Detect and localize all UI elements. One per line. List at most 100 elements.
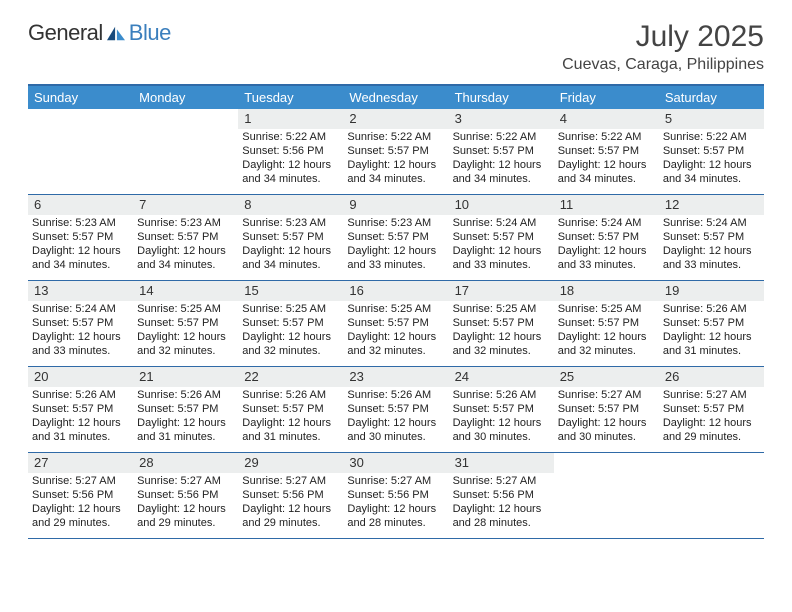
sunrise-line: Sunrise: 5:23 AM <box>242 217 339 231</box>
calendar-cell: 11Sunrise: 5:24 AMSunset: 5:57 PMDayligh… <box>554 195 659 281</box>
sunrise-line: Sunrise: 5:24 AM <box>453 217 550 231</box>
logo: General Blue <box>28 20 171 46</box>
day-number: 30 <box>343 453 448 473</box>
weekday-header: Saturday <box>659 86 764 109</box>
day-info: Sunrise: 5:26 AMSunset: 5:57 PMDaylight:… <box>242 389 339 444</box>
daylight-line: Daylight: 12 hours and 31 minutes. <box>32 417 129 445</box>
calendar-cell: 1Sunrise: 5:22 AMSunset: 5:56 PMDaylight… <box>238 109 343 195</box>
header-right: July 2025 Cuevas, Caraga, Philippines <box>562 20 764 74</box>
sunrise-line: Sunrise: 5:27 AM <box>663 389 760 403</box>
sunset-line: Sunset: 5:57 PM <box>663 145 760 159</box>
calendar-cell: 13Sunrise: 5:24 AMSunset: 5:57 PMDayligh… <box>28 281 133 367</box>
sunrise-line: Sunrise: 5:27 AM <box>347 475 444 489</box>
day-number: 26 <box>659 367 764 387</box>
day-info: Sunrise: 5:26 AMSunset: 5:57 PMDaylight:… <box>32 389 129 444</box>
sunrise-line: Sunrise: 5:26 AM <box>137 389 234 403</box>
sunset-line: Sunset: 5:57 PM <box>663 231 760 245</box>
calendar-cell: 3Sunrise: 5:22 AMSunset: 5:57 PMDaylight… <box>449 109 554 195</box>
logo-word2-wrap: Blue <box>129 20 171 46</box>
sunrise-line: Sunrise: 5:26 AM <box>32 389 129 403</box>
sunset-line: Sunset: 5:57 PM <box>32 231 129 245</box>
daylight-line: Daylight: 12 hours and 32 minutes. <box>558 331 655 359</box>
sunset-line: Sunset: 5:57 PM <box>347 231 444 245</box>
sunset-line: Sunset: 5:57 PM <box>137 403 234 417</box>
daylight-line: Daylight: 12 hours and 31 minutes. <box>137 417 234 445</box>
weekday-header: Wednesday <box>343 86 448 109</box>
day-info: Sunrise: 5:27 AMSunset: 5:56 PMDaylight:… <box>242 475 339 530</box>
day-number: 10 <box>449 195 554 215</box>
sunrise-line: Sunrise: 5:26 AM <box>663 303 760 317</box>
calendar-cell: 9Sunrise: 5:23 AMSunset: 5:57 PMDaylight… <box>343 195 448 281</box>
sunrise-line: Sunrise: 5:27 AM <box>453 475 550 489</box>
calendar-cell: 21 Sunrise: 5:26 AMSunset: 5:57 PMDayligh… <box>133 367 238 453</box>
daylight-line: Daylight: 12 hours and 32 minutes. <box>347 331 444 359</box>
day-number: 21 <box>133 367 238 387</box>
day-info: Sunrise: 5:27 AMSunset: 5:56 PMDaylight:… <box>347 475 444 530</box>
sunrise-line: Sunrise: 5:27 AM <box>558 389 655 403</box>
sunset-line: Sunset: 5:56 PM <box>453 489 550 503</box>
day-number: 22 <box>238 367 343 387</box>
day-number: 17 <box>449 281 554 301</box>
day-number: 31 <box>449 453 554 473</box>
calendar-cell: 31Sunrise: 5:27 AMSunset: 5:56 PMDayligh… <box>449 453 554 539</box>
day-info: Sunrise: 5:27 AMSunset: 5:56 PMDaylight:… <box>453 475 550 530</box>
sunrise-line: Sunrise: 5:25 AM <box>137 303 234 317</box>
sunset-line: Sunset: 5:56 PM <box>242 145 339 159</box>
daylight-line: Daylight: 12 hours and 32 minutes. <box>453 331 550 359</box>
header: General Blue July 2025 Cuevas, Caraga, P… <box>28 20 764 76</box>
sunrise-line: Sunrise: 5:25 AM <box>453 303 550 317</box>
calendar-cell: 22Sunrise: 5:26 AMSunset: 5:57 PMDayligh… <box>238 367 343 453</box>
sunset-line: Sunset: 5:56 PM <box>137 489 234 503</box>
logo-text: General <box>28 20 103 46</box>
calendar-cell-empty <box>28 109 133 195</box>
sunset-line: Sunset: 5:57 PM <box>347 145 444 159</box>
sunrise-line: Sunrise: 5:22 AM <box>558 131 655 145</box>
day-info: Sunrise: 5:24 AMSunset: 5:57 PMDaylight:… <box>663 217 760 272</box>
calendar-cell: 29Sunrise: 5:27 AMSunset: 5:56 PMDayligh… <box>238 453 343 539</box>
weekday-header: Friday <box>554 86 659 109</box>
day-number: 23 <box>343 367 448 387</box>
calendar-cell: 15Sunrise: 5:25 AMSunset: 5:57 PMDayligh… <box>238 281 343 367</box>
daylight-line: Daylight: 12 hours and 30 minutes. <box>558 417 655 445</box>
calendar-cell: 25Sunrise: 5:27 AMSunset: 5:57 PMDayligh… <box>554 367 659 453</box>
sunrise-line: Sunrise: 5:26 AM <box>453 389 550 403</box>
day-info: Sunrise: 5:22 AMSunset: 5:57 PMDaylight:… <box>453 131 550 186</box>
day-number: 4 <box>554 109 659 129</box>
day-number: 15 <box>238 281 343 301</box>
sunrise-line: Sunrise: 5:23 AM <box>347 217 444 231</box>
calendar-cell: 10Sunrise: 5:24 AMSunset: 5:57 PMDayligh… <box>449 195 554 281</box>
daylight-line: Daylight: 12 hours and 29 minutes. <box>663 417 760 445</box>
daylight-line: Daylight: 12 hours and 33 minutes. <box>663 245 760 273</box>
day-number: 19 <box>659 281 764 301</box>
weekday-header: Monday <box>133 86 238 109</box>
day-number: 2 <box>343 109 448 129</box>
sunrise-line: Sunrise: 5:23 AM <box>32 217 129 231</box>
calendar-cell: 4Sunrise: 5:22 AMSunset: 5:57 PMDaylight… <box>554 109 659 195</box>
daylight-line: Daylight: 12 hours and 28 minutes. <box>347 503 444 531</box>
logo-word2: Blue <box>129 20 171 45</box>
sunrise-line: Sunrise: 5:22 AM <box>242 131 339 145</box>
calendar-cell-empty <box>554 453 659 539</box>
calendar-cell: 20Sunrise: 5:26 AMSunset: 5:57 PMDayligh… <box>28 367 133 453</box>
day-number: 1 <box>238 109 343 129</box>
calendar-cell: 12Sunrise: 5:24 AMSunset: 5:57 PMDayligh… <box>659 195 764 281</box>
day-number: 7 <box>133 195 238 215</box>
day-info: Sunrise: 5:22 AMSunset: 5:57 PMDaylight:… <box>347 131 444 186</box>
month-title: July 2025 <box>562 20 764 54</box>
calendar-cell: 17Sunrise: 5:25 AMSunset: 5:57 PMDayligh… <box>449 281 554 367</box>
sunset-line: Sunset: 5:57 PM <box>453 403 550 417</box>
daylight-line: Daylight: 12 hours and 30 minutes. <box>347 417 444 445</box>
calendar-cell: 5Sunrise: 5:22 AMSunset: 5:57 PMDaylight… <box>659 109 764 195</box>
day-number: 25 <box>554 367 659 387</box>
daylight-line: Daylight: 12 hours and 32 minutes. <box>137 331 234 359</box>
day-info: Sunrise: 5:22 AMSunset: 5:57 PMDaylight:… <box>663 131 760 186</box>
calendar-grid: SundayMondayTuesdayWednesdayThursdayFrid… <box>28 84 764 539</box>
sunset-line: Sunset: 5:57 PM <box>32 403 129 417</box>
day-info: Sunrise: 5:26 AMSunset: 5:57 PMDaylight:… <box>663 303 760 358</box>
daylight-line: Daylight: 12 hours and 28 minutes. <box>453 503 550 531</box>
daylight-line: Daylight: 12 hours and 34 minutes. <box>137 245 234 273</box>
sunrise-line: Sunrise: 5:23 AM <box>137 217 234 231</box>
calendar-cell-empty <box>659 453 764 539</box>
sunset-line: Sunset: 5:57 PM <box>242 403 339 417</box>
day-info: Sunrise: 5:25 AMSunset: 5:57 PMDaylight:… <box>242 303 339 358</box>
